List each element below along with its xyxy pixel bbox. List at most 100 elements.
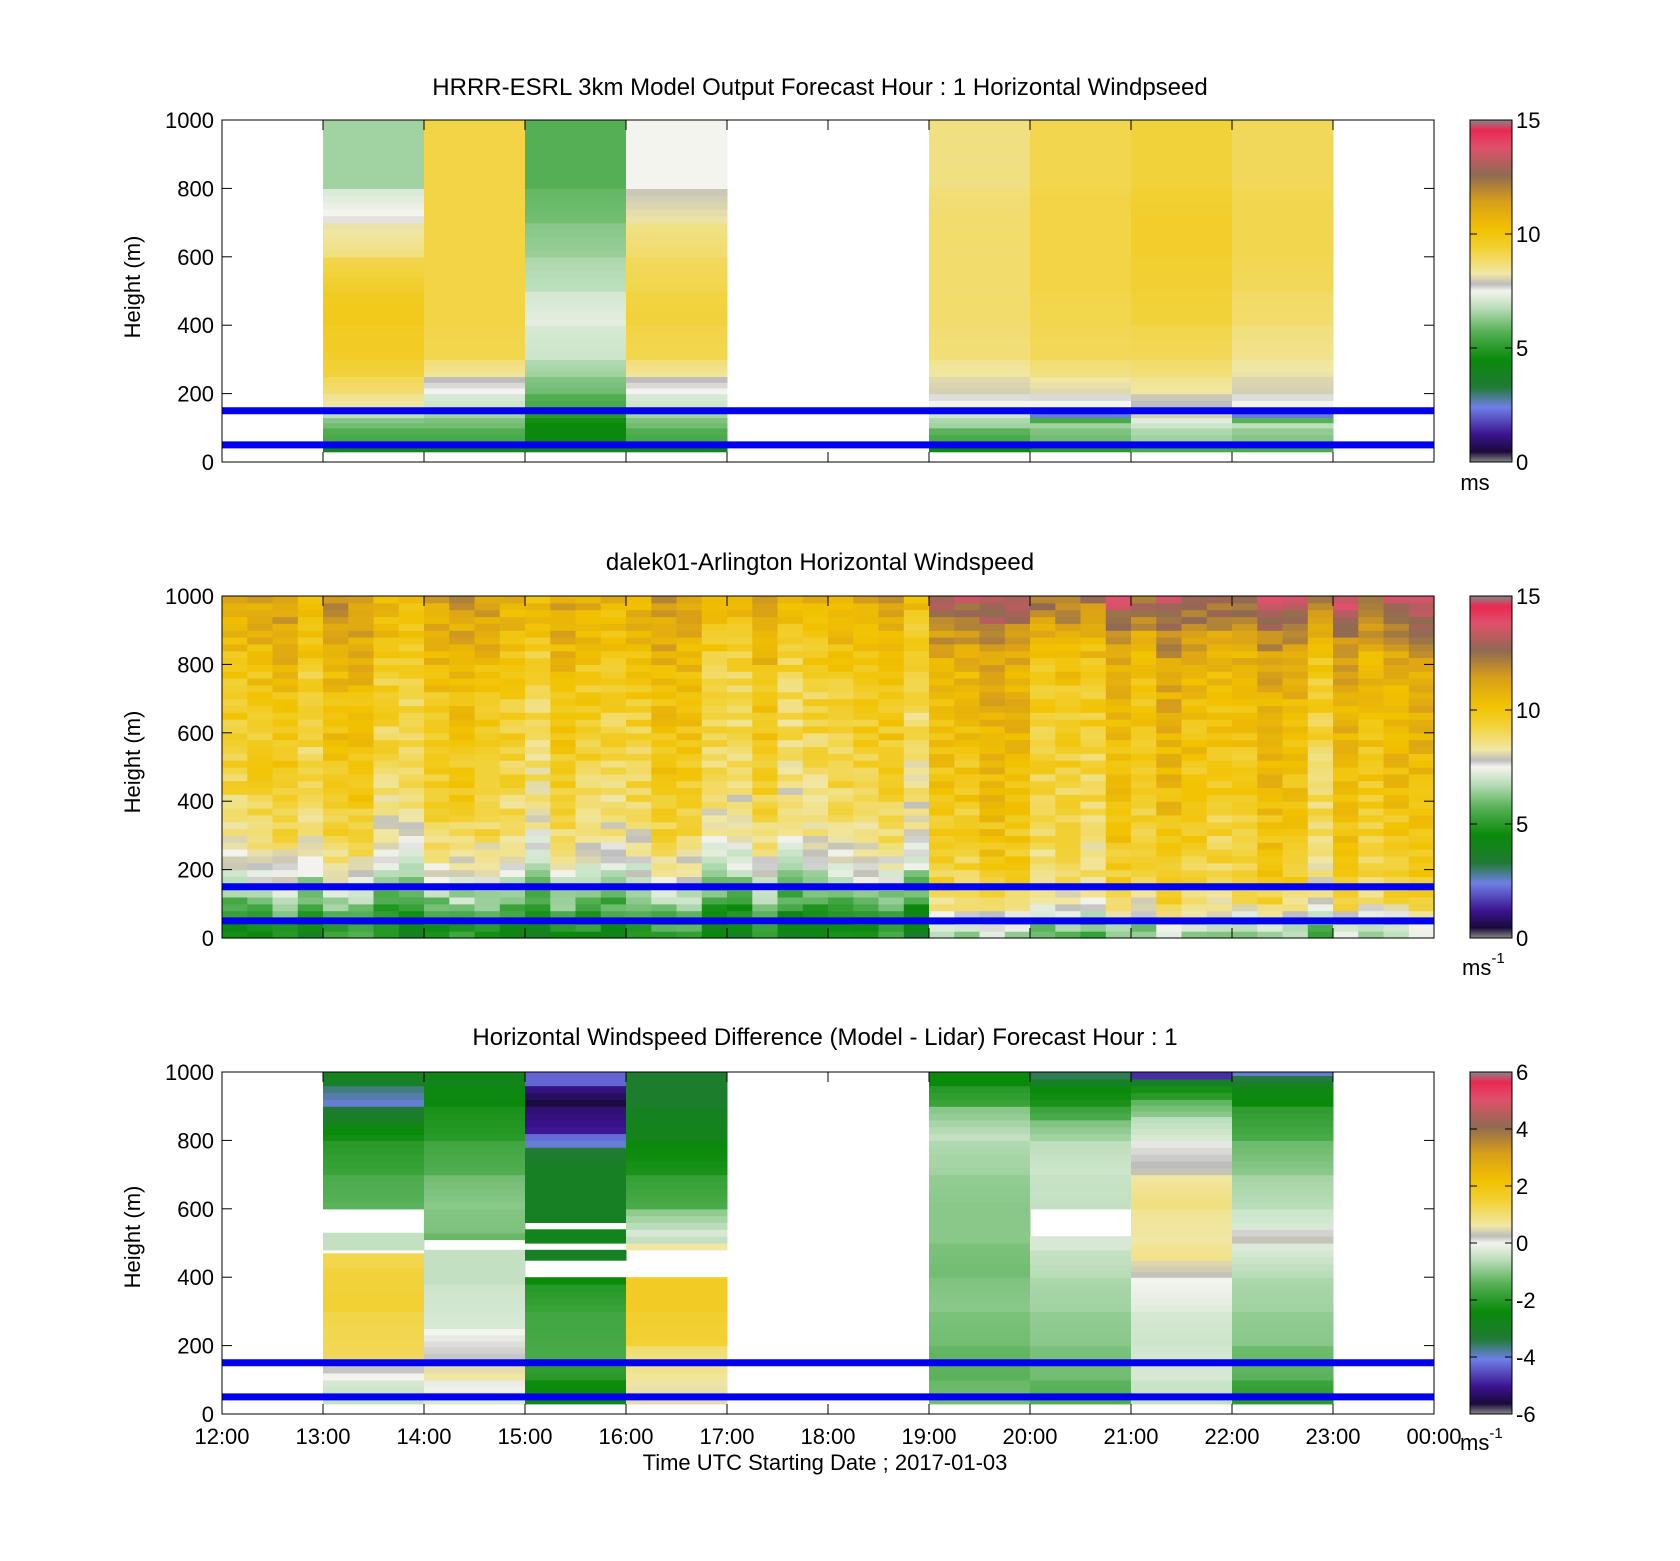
heatmap-cell — [323, 732, 349, 741]
heatmap-cell — [954, 705, 981, 713]
heatmap-cell — [903, 876, 930, 884]
heatmap-cell — [575, 630, 602, 638]
heatmap-cell — [878, 821, 905, 830]
colorbar-tick-label: 10 — [1516, 222, 1540, 247]
heatmap-cell — [701, 876, 728, 884]
heatmap-cell — [903, 705, 930, 713]
heatmap-cell — [323, 229, 425, 237]
heatmap-cell — [1408, 767, 1435, 775]
heatmap-cell — [1080, 890, 1107, 898]
heatmap-cell — [828, 869, 854, 877]
y-tick-label: 0 — [202, 926, 214, 951]
heatmap-cell — [777, 630, 804, 638]
heatmap-cell — [525, 427, 627, 436]
heatmap-cell — [1282, 794, 1309, 802]
heatmap-cell — [424, 161, 526, 169]
heatmap-cell — [424, 698, 450, 706]
heatmap-cell — [626, 154, 728, 162]
heatmap-cell — [1080, 698, 1107, 706]
heatmap-cell — [1232, 1284, 1334, 1292]
heatmap-cell — [1105, 794, 1132, 802]
heatmap-cell — [424, 924, 450, 932]
heatmap-cell — [626, 229, 728, 237]
heatmap-cell — [651, 903, 678, 912]
heatmap-cell — [373, 828, 400, 836]
heatmap-cell — [600, 596, 627, 604]
heatmap-cell — [1333, 657, 1359, 665]
heatmap-cell — [525, 1195, 627, 1203]
heatmap-cell — [929, 616, 955, 624]
heatmap-cell — [828, 855, 854, 864]
heatmap-cell — [474, 773, 501, 782]
heatmap-cell — [752, 849, 779, 857]
heatmap-cell — [979, 773, 1006, 782]
heatmap-cell — [424, 609, 450, 618]
colorbar-tick-label: 15 — [1516, 108, 1540, 133]
heatmap-cell — [424, 712, 450, 720]
heatmap-cell — [1080, 794, 1107, 802]
heatmap-cell — [626, 862, 652, 871]
heatmap-cell — [929, 1078, 1031, 1087]
heatmap-cell — [929, 684, 955, 693]
heatmap-cell — [323, 1253, 425, 1261]
heatmap-cell — [1055, 780, 1082, 789]
heatmap-cell — [727, 876, 753, 884]
heatmap-cell — [929, 417, 1031, 424]
heatmap-cell — [802, 691, 829, 700]
heatmap-cell — [1282, 732, 1309, 741]
heatmap-cell — [752, 910, 779, 918]
heatmap-cell — [1030, 910, 1056, 918]
heatmap-cell — [398, 842, 425, 850]
heatmap-cell — [575, 924, 602, 932]
heatmap-cell — [1307, 678, 1334, 686]
heatmap-cell — [676, 712, 703, 720]
heatmap-cell — [1206, 712, 1233, 720]
heatmap-cell — [272, 664, 299, 672]
heatmap-cell — [676, 630, 703, 638]
heatmap-cell — [297, 808, 324, 816]
heatmap-cell — [701, 630, 728, 638]
heatmap-cell — [1105, 814, 1132, 823]
heatmap-cell — [1004, 897, 1031, 905]
heatmap-cell — [1131, 1325, 1233, 1333]
heatmap-cell — [626, 332, 728, 340]
heatmap-cell — [626, 1078, 728, 1087]
heatmap-cell — [651, 814, 678, 823]
heatmap-cell — [348, 787, 375, 795]
heatmap-cell — [424, 671, 450, 679]
heatmap-cell — [297, 678, 324, 686]
heatmap-cell — [525, 1379, 627, 1387]
heatmap-cell — [1307, 903, 1334, 912]
heatmap-cell — [1358, 855, 1385, 864]
heatmap-cell — [727, 835, 753, 843]
heatmap-cell — [1105, 671, 1132, 679]
heatmap-cell — [802, 821, 829, 830]
heatmap-cell — [222, 876, 248, 884]
heatmap-cell — [802, 869, 829, 877]
heatmap-cell — [1358, 767, 1385, 775]
heatmap-cell — [297, 862, 324, 871]
heatmap-cell — [979, 643, 1006, 652]
heatmap-cell — [1206, 814, 1233, 823]
heatmap-cell — [929, 773, 955, 782]
chart-title: Horizontal Windspeed Difference (Model -… — [472, 1024, 1177, 1051]
heatmap-cell — [1232, 671, 1258, 679]
heatmap-cell — [626, 897, 652, 905]
heatmap-cell — [1131, 849, 1157, 857]
heatmap-cell — [247, 657, 274, 665]
heatmap-cell — [802, 780, 829, 789]
heatmap-cell — [525, 609, 551, 618]
heatmap-cell — [1131, 1215, 1233, 1223]
heatmap-cell — [348, 780, 375, 789]
heatmap-cell — [676, 698, 703, 706]
heatmap-cell — [1131, 202, 1233, 210]
heatmap-cell — [626, 869, 652, 877]
heatmap-cell — [474, 897, 501, 905]
heatmap-cell — [424, 1340, 526, 1348]
heatmap-cell — [701, 678, 728, 686]
heatmap-cell — [752, 869, 779, 877]
heatmap-cell — [626, 400, 728, 408]
heatmap-cell — [247, 712, 274, 720]
heatmap-cell — [499, 862, 526, 871]
heatmap-cell — [727, 794, 753, 802]
